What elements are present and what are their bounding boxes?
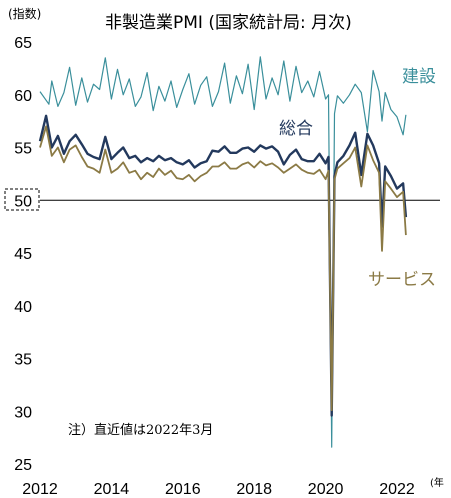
series-label-services: サービス	[368, 270, 436, 290]
y-axis-ticks: 25 30 35 40 45 50 55 60 65	[14, 35, 32, 474]
y-tick-label: 35	[14, 352, 32, 369]
x-tick-label: 2018	[236, 481, 272, 498]
y-tick-label: 50	[14, 193, 32, 210]
x-tick-label: 2016	[165, 481, 201, 498]
series-line	[39, 56, 407, 448]
series-label-composite: 総合	[279, 119, 313, 139]
series-lines	[38, 56, 408, 448]
chart-note: 注）直近値は2022年3月	[68, 422, 213, 438]
x-tick-label: 2022	[379, 481, 415, 498]
x-axis-unit-label: (年	[430, 476, 444, 489]
x-tick-label: 2012	[22, 481, 58, 498]
y-tick-label: 45	[14, 246, 32, 263]
series-label-construction: 建設	[402, 67, 436, 87]
y-tick-label: 60	[14, 88, 32, 105]
x-tick-label: 2014	[94, 481, 130, 498]
y-tick-label: 25	[14, 457, 32, 474]
y-tick-label: 55	[14, 141, 32, 158]
x-axis-ticks: 2012 2014 2016 2018 2020 2022	[22, 481, 415, 498]
y-tick-label: 30	[14, 404, 32, 421]
series-line	[38, 114, 408, 417]
chart-title: 非製造業PMI (国家統計局: 月次)	[105, 13, 352, 33]
y-tick-label: 40	[14, 299, 32, 316]
series-line	[39, 125, 407, 412]
y-axis-label: (指数)	[8, 6, 41, 21]
highlight-tick-box	[4, 188, 40, 211]
y-tick-label: 65	[14, 35, 32, 52]
x-tick-label: 2020	[308, 481, 344, 498]
